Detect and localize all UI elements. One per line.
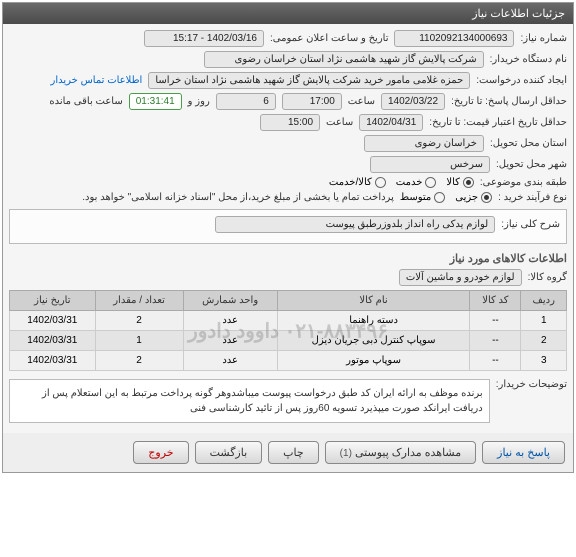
radio-circle-icon: [375, 177, 386, 188]
buyer-org-label: نام دستگاه خریدار:: [490, 54, 567, 65]
process-note: پرداخت تمام یا بخشی از مبلغ خرید،از محل …: [82, 192, 394, 203]
table-cell: عدد: [183, 311, 277, 331]
contact-link[interactable]: اطلاعات تماس خریدار: [50, 75, 142, 86]
panel-title: جزئیات اطلاعات نیاز: [3, 3, 573, 24]
table-cell: --: [470, 311, 521, 331]
days-value: 6: [216, 93, 276, 110]
table-cell: 2: [95, 351, 183, 371]
radio-dot-icon: [463, 177, 474, 188]
items-table: ردیف کد کالا نام کالا واحد شمارش تعداد /…: [9, 290, 567, 371]
print-button[interactable]: چاپ: [268, 441, 319, 464]
group-value: لوازم خودرو و ماشین آلات: [399, 269, 522, 286]
table-cell: --: [470, 331, 521, 351]
delivery-prov-label: استان محل تحویل:: [490, 138, 567, 149]
radio-circle-icon: [434, 192, 445, 203]
days-label: روز و: [188, 96, 210, 107]
creator-value: حمزه غلامی مامور خرید شرکت پالایش گاز شه…: [148, 72, 470, 89]
desc-value: لوازم یدکی راه انداز بلدوزرطبق پیوست: [215, 216, 495, 233]
delivery-city-label: شهر محل تحویل:: [496, 159, 567, 170]
buyer-org-value: شرکت پالایش گاز شهید هاشمی نژاد استان خر…: [204, 51, 484, 68]
table-cell: 1402/03/31: [10, 331, 96, 351]
creator-label: ایجاد کننده درخواست:: [476, 75, 567, 86]
delivery-city: سرخس: [370, 156, 490, 173]
announce-value: 1402/03/16 - 15:17: [144, 30, 264, 47]
reply-button[interactable]: پاسخ به نیاز: [482, 441, 565, 464]
exit-button[interactable]: خروج: [133, 441, 188, 464]
announce-label: تاریخ و ساعت اعلان عمومی:: [270, 33, 389, 44]
table-cell: 1402/03/31: [10, 311, 96, 331]
need-no-value: 1102092134000693: [394, 30, 514, 47]
table-cell: سوپاپ کنترل دبی جریان دیزل: [277, 331, 470, 351]
table-cell: 2: [95, 311, 183, 331]
radio-goods[interactable]: کالا: [446, 177, 474, 188]
countdown: 01:31:41: [129, 93, 182, 110]
attachments-count: (1): [340, 448, 352, 459]
details-panel: جزئیات اطلاعات نیاز شماره نیاز: 11020921…: [2, 2, 574, 473]
attachments-label: مشاهده مدارک پیوستی: [355, 447, 461, 459]
items-section-title: اطلاعات کالاهای مورد نیاز: [9, 252, 567, 265]
desc-label: شرح کلی نیاز:: [501, 219, 560, 230]
category-radios: کالا خدمت کالا/خدمت: [329, 177, 474, 188]
table-cell: --: [470, 351, 521, 371]
deadline-date: 1402/03/22: [381, 93, 445, 110]
table-cell: 1: [521, 311, 567, 331]
time-label-1: ساعت: [348, 96, 375, 107]
deadline-label: حداقل ارسال پاسخ: تا تاریخ:: [451, 96, 567, 107]
attachments-button[interactable]: مشاهده مدارک پیوستی (1): [325, 441, 476, 464]
table-cell: 2: [521, 331, 567, 351]
table-row: 3--سوپاپ موتورعدد21402/03/31: [10, 351, 567, 371]
table-cell: 1402/03/31: [10, 351, 96, 371]
process-radios: جزیی متوسط: [400, 192, 492, 203]
table-cell: عدد: [183, 331, 277, 351]
deadline-time: 17:00: [282, 93, 342, 110]
need-no-label: شماره نیاز:: [520, 33, 567, 44]
th-date: تاریخ نیاز: [10, 291, 96, 311]
description-box: شرح کلی نیاز: لوازم یدکی راه انداز بلدوز…: [9, 209, 567, 244]
radio-medium[interactable]: متوسط: [400, 192, 445, 203]
buyer-notes-label: توضیحات خریدار:: [496, 379, 567, 390]
table-row: 1--دسته راهنماعدد21402/03/31: [10, 311, 567, 331]
table-cell: 1: [95, 331, 183, 351]
validity-time: 15:00: [260, 114, 320, 131]
remain-label: ساعت باقی مانده: [49, 96, 122, 107]
radio-service[interactable]: خدمت: [396, 177, 437, 188]
buyer-notes: برنده موظف به ارائه ایران کد طبق درخواست…: [9, 379, 490, 423]
validity-label: حداقل تاریخ اعتبار قیمت: تا تاریخ:: [429, 117, 567, 128]
th-unit: واحد شمارش: [183, 291, 277, 311]
group-label: گروه کالا:: [528, 272, 567, 283]
table-cell: سوپاپ موتور: [277, 351, 470, 371]
radio-both[interactable]: کالا/خدمت: [329, 177, 386, 188]
panel-body: شماره نیاز: 1102092134000693 تاریخ و ساع…: [3, 24, 573, 433]
back-button[interactable]: بازگشت: [195, 441, 263, 464]
time-label-2: ساعت: [326, 117, 353, 128]
table-cell: دسته راهنما: [277, 311, 470, 331]
th-row: ردیف: [521, 291, 567, 311]
delivery-prov: خراسان رضوی: [364, 135, 484, 152]
th-code: کد کالا: [470, 291, 521, 311]
button-bar: پاسخ به نیاز مشاهده مدارک پیوستی (1) چاپ…: [3, 433, 573, 472]
table-row: 2--سوپاپ کنترل دبی جریان دیزلعدد11402/03…: [10, 331, 567, 351]
th-qty: تعداد / مقدار: [95, 291, 183, 311]
radio-dot-icon: [481, 192, 492, 203]
th-name: نام کالا: [277, 291, 470, 311]
process-label: نوع فرآیند خرید :: [498, 192, 567, 203]
table-cell: 3: [521, 351, 567, 371]
table-cell: عدد: [183, 351, 277, 371]
validity-date: 1402/04/31: [359, 114, 423, 131]
category-label: طبقه بندی موضوعی:: [480, 177, 567, 188]
items-table-wrap: ردیف کد کالا نام کالا واحد شمارش تعداد /…: [9, 290, 567, 371]
radio-circle-icon: [425, 177, 436, 188]
radio-small[interactable]: جزیی: [455, 192, 492, 203]
